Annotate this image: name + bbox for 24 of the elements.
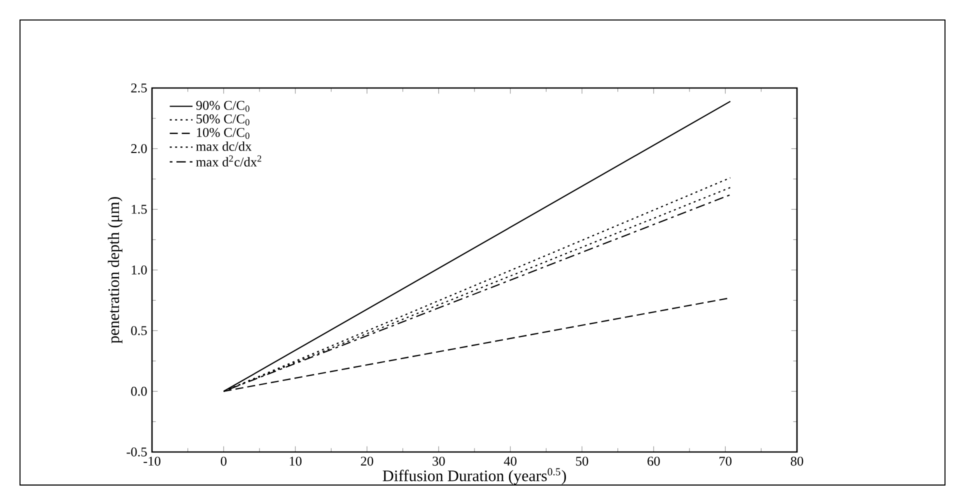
- y-tick-label: -0.5: [126, 447, 147, 457]
- legend-label: 50% C/C$_{0}$: [196, 114, 250, 126]
- x-tick-label: -10: [144, 456, 160, 466]
- x-tick-label: 0: [220, 456, 227, 466]
- x-tick-label: 40: [504, 456, 516, 466]
- x-tick-label: 70: [720, 456, 732, 466]
- y-tick-label: 2.0: [131, 144, 147, 154]
- y-tick-label: 1.5: [132, 204, 147, 214]
- x-tick-label: 20: [360, 456, 374, 466]
- y-tick-label: 0.5: [131, 326, 147, 336]
- x-tick-label: 50: [576, 456, 588, 466]
- legend-label: 10% C/C$_{0}$: [196, 128, 250, 139]
- x-tick-label: 60: [648, 456, 660, 466]
- legend-label: max dc/dx: [196, 141, 252, 151]
- y-axis-title: penetration depth (μm): [108, 197, 122, 344]
- x-axis-title: Diffusion Duration (years$^{0.5}$): [382, 468, 566, 485]
- x-tick-label: 10: [290, 456, 302, 466]
- y-tick-label: 0.0: [131, 386, 147, 396]
- x-tick-label: 80: [790, 456, 804, 466]
- legend-label: 90% C/C$_{0}$: [196, 100, 250, 112]
- y-tick-label: 2.5: [131, 83, 147, 93]
- x-tick-label: 30: [432, 456, 445, 466]
- y-tick-label: 1.0: [132, 265, 147, 275]
- legend-label: max d$^{2}$c/dx$^{2}$: [196, 155, 262, 167]
